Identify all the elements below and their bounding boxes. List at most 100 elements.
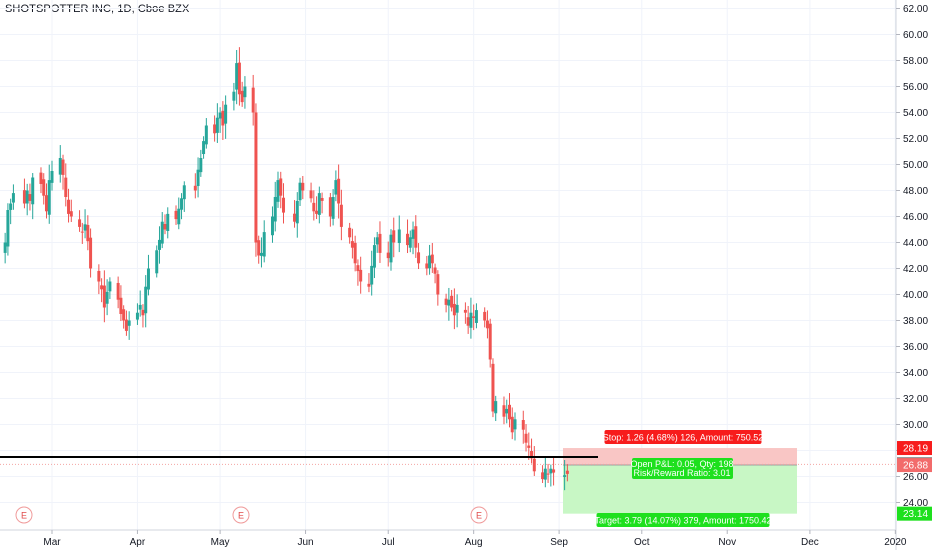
price-tick-label: 62.00	[903, 4, 928, 15]
candle-body	[546, 473, 550, 475]
candle-body	[428, 255, 432, 269]
earnings-marker[interactable]: E	[232, 506, 250, 524]
candle-body	[163, 223, 167, 230]
candle-body	[527, 445, 531, 448]
candle	[549, 464, 553, 487]
candle	[138, 290, 142, 317]
candle	[295, 192, 299, 238]
candle	[552, 457, 556, 486]
pnl-box-bg	[632, 458, 733, 479]
earnings-marker-text: E	[476, 511, 482, 521]
time-tick-label: Jun	[297, 537, 313, 548]
candle-body	[58, 158, 62, 175]
candle-body	[213, 124, 217, 134]
candle	[259, 237, 263, 268]
candle	[510, 407, 514, 440]
time-tick-label: Mar	[43, 537, 61, 548]
earnings-marker[interactable]: E	[470, 506, 488, 524]
candle-body	[270, 216, 274, 236]
candle-body	[243, 86, 247, 98]
price-tick-label: 58.00	[903, 56, 928, 67]
candle	[367, 273, 371, 293]
candle	[483, 307, 487, 328]
candle	[408, 230, 412, 253]
candle-body	[180, 198, 184, 210]
candle-body	[11, 193, 15, 203]
stop-price-tag: 28.19	[897, 441, 932, 456]
candle	[232, 82, 236, 111]
candle	[309, 182, 313, 203]
time-axis[interactable]: Mar Apr May Jun Jul Aug Sep Oct Nov Dec 2020	[0, 529, 907, 548]
candle-body	[406, 233, 410, 246]
candle-body	[39, 172, 43, 184]
candle	[235, 49, 239, 105]
candle	[298, 177, 302, 206]
candle-body	[177, 208, 181, 225]
candle-body	[293, 213, 297, 222]
candle	[406, 219, 410, 254]
candle	[257, 235, 261, 264]
candle-body	[89, 237, 93, 269]
candle-body	[215, 117, 219, 133]
candle	[392, 217, 396, 258]
candle-body	[433, 267, 437, 274]
candle	[50, 160, 54, 191]
candle-body	[320, 197, 324, 201]
candle-body	[472, 316, 476, 318]
candle-body	[315, 210, 319, 214]
price-axis[interactable]: 24.0026.0028.0030.0032.0034.0036.0038.00…	[895, 0, 932, 550]
price-tick-label: 24.00	[903, 498, 928, 509]
target-label-text: Target: 3.79 (14.07%) 379, Amount: 1750.…	[594, 516, 771, 526]
candle	[224, 95, 228, 139]
candle-body	[430, 254, 434, 264]
candle-body	[251, 87, 255, 113]
candle	[3, 232, 7, 264]
candle	[348, 222, 352, 244]
candle	[494, 395, 498, 422]
candle-body	[450, 295, 454, 308]
candle-body	[135, 312, 139, 320]
candle	[202, 136, 206, 159]
candle-body	[331, 197, 335, 219]
candle	[273, 181, 277, 232]
candle-body	[80, 231, 84, 233]
candle-body	[411, 229, 415, 239]
candle	[425, 255, 429, 276]
candle	[180, 193, 184, 220]
candle	[9, 198, 13, 225]
earnings-marker[interactable]: E	[15, 506, 33, 524]
candle	[502, 396, 506, 425]
candle	[163, 214, 167, 235]
candle-body	[469, 312, 473, 328]
candle-body	[240, 90, 244, 103]
candle	[215, 103, 219, 143]
candle	[513, 412, 517, 441]
candle-body	[259, 252, 263, 256]
candle-body	[417, 252, 421, 264]
candle-body	[339, 204, 343, 227]
candle-body	[513, 419, 517, 430]
candle-body	[78, 219, 82, 227]
candle	[474, 303, 478, 329]
candle	[444, 293, 448, 313]
candle	[328, 193, 332, 227]
time-tick-label: Oct	[634, 537, 650, 548]
candle	[337, 164, 341, 219]
time-tick-label: Aug	[465, 537, 483, 548]
candle-body	[160, 221, 164, 244]
candle-body	[42, 179, 46, 196]
candle-body	[397, 229, 401, 244]
candle-body	[254, 112, 258, 243]
candle-body	[105, 291, 109, 304]
candle	[119, 285, 123, 322]
candle-body	[166, 213, 170, 232]
candle	[28, 183, 32, 211]
candle	[315, 196, 319, 220]
candle	[141, 304, 145, 328]
entry-price-tag-text: 26.88	[903, 461, 928, 472]
price-tick-label: 30.00	[903, 420, 928, 431]
target-label: Target: 3.79 (14.07%) 379, Amount: 1750.…	[594, 513, 772, 527]
time-tick-label: 2020	[884, 537, 907, 548]
